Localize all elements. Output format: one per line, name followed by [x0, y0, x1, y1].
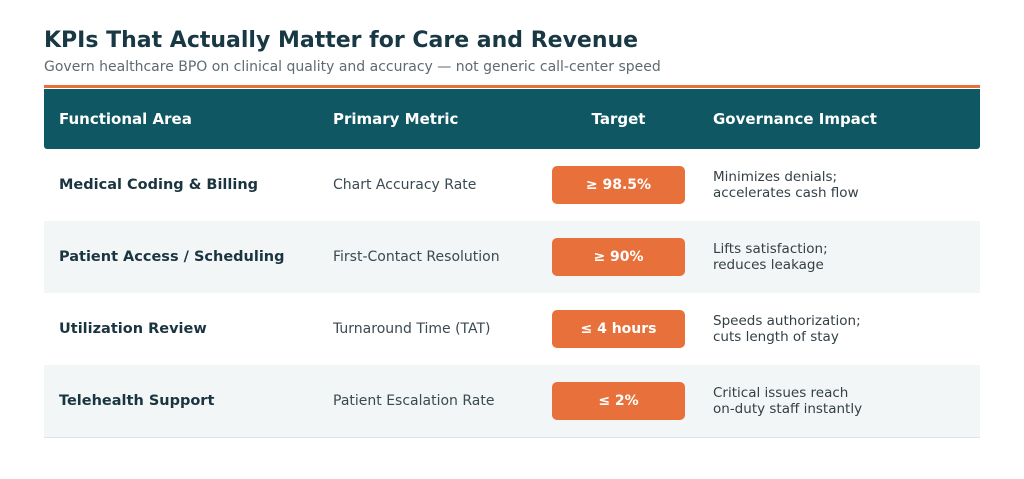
primary-metric: Chart Accuracy Rate [333, 177, 477, 193]
governance-impact: Lifts satisfaction; reduces leakage [713, 221, 828, 293]
column-header: Governance Impact [713, 110, 877, 128]
primary-metric: Patient Escalation Rate [333, 393, 495, 409]
target-badge: ≤ 2% [552, 382, 685, 420]
title: KPIs That Actually Matter for Care and R… [44, 28, 639, 53]
table-bottom-border [44, 437, 980, 438]
impact-line: cuts length of stay [713, 329, 839, 345]
subtitle: Govern healthcare BPO on clinical qualit… [44, 59, 661, 75]
functional-area: Utilization Review [59, 321, 207, 337]
table-row: Patient Access / Scheduling First-Contact… [44, 221, 980, 293]
table-row: Telehealth Support Patient Escalation Rat… [44, 365, 980, 437]
impact-line: accelerates cash flow [713, 185, 859, 201]
primary-metric: Turnaround Time (TAT) [333, 321, 491, 337]
governance-impact: Minimizes denials; accelerates cash flow [713, 149, 859, 221]
impact-line: Minimizes denials; [713, 169, 838, 185]
impact-line: on-duty staff instantly [713, 401, 863, 417]
impact-line: Speeds authorization; [713, 313, 861, 329]
functional-area: Medical Coding & Billing [59, 177, 259, 193]
target-badge: ≤ 4 hours [552, 310, 685, 348]
governance-impact: Critical issues reach on-duty staff insta… [713, 365, 862, 437]
target-badge: ≥ 90% [552, 238, 685, 276]
accent-rule [44, 85, 980, 88]
table-row: Medical Coding & Billing Chart Accuracy R… [44, 149, 980, 221]
impact-line: Lifts satisfaction; [713, 241, 828, 257]
column-header: Target [591, 110, 646, 128]
impact-line: Critical issues reach [713, 385, 849, 401]
table-row: Utilization Review Turnaround Time (TAT) ≤… [44, 293, 980, 365]
table-header: Functional Area Primary Metric Target Go… [44, 89, 980, 149]
functional-area: Telehealth Support [59, 393, 215, 409]
column-header: Primary Metric [333, 110, 459, 128]
impact-line: reduces leakage [713, 257, 824, 273]
column-header: Functional Area [59, 110, 192, 128]
governance-impact: Speeds authorization; cuts length of stay [713, 293, 861, 365]
target-badge: ≥ 98.5% [552, 166, 685, 204]
primary-metric: First-Contact Resolution [333, 249, 500, 265]
functional-area: Patient Access / Scheduling [59, 249, 285, 265]
